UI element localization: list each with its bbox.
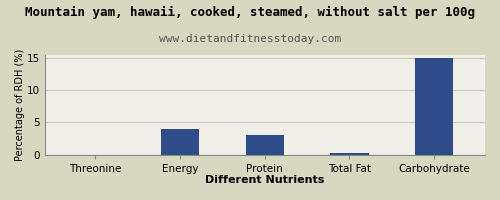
Text: www.dietandfitnesstoday.com: www.dietandfitnesstoday.com: [159, 34, 341, 44]
Text: Mountain yam, hawaii, cooked, steamed, without salt per 100g: Mountain yam, hawaii, cooked, steamed, w…: [25, 6, 475, 19]
Bar: [330, 153, 368, 155]
Bar: [415, 58, 453, 155]
Bar: [246, 135, 284, 155]
Bar: [161, 129, 199, 155]
Y-axis label: Percentage of RDH (%): Percentage of RDH (%): [15, 49, 25, 161]
X-axis label: Different Nutrients: Different Nutrients: [205, 175, 324, 185]
